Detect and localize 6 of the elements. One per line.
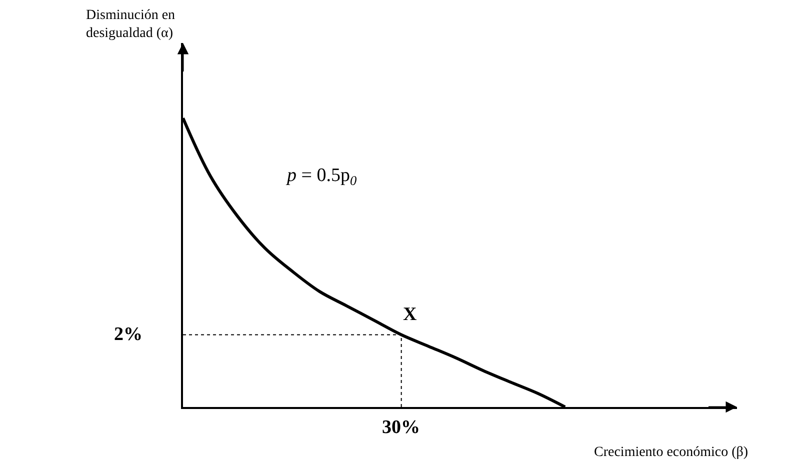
text: 2% (114, 324, 142, 345)
annotation: X (403, 304, 417, 325)
annotation: p = 0.5p$_{0}$ (285, 165, 357, 188)
text: 30% (382, 417, 420, 438)
x-axis-title: Crecimiento económico (β) (594, 445, 748, 460)
text: Disminución en desigualdad (α) (86, 8, 176, 42)
